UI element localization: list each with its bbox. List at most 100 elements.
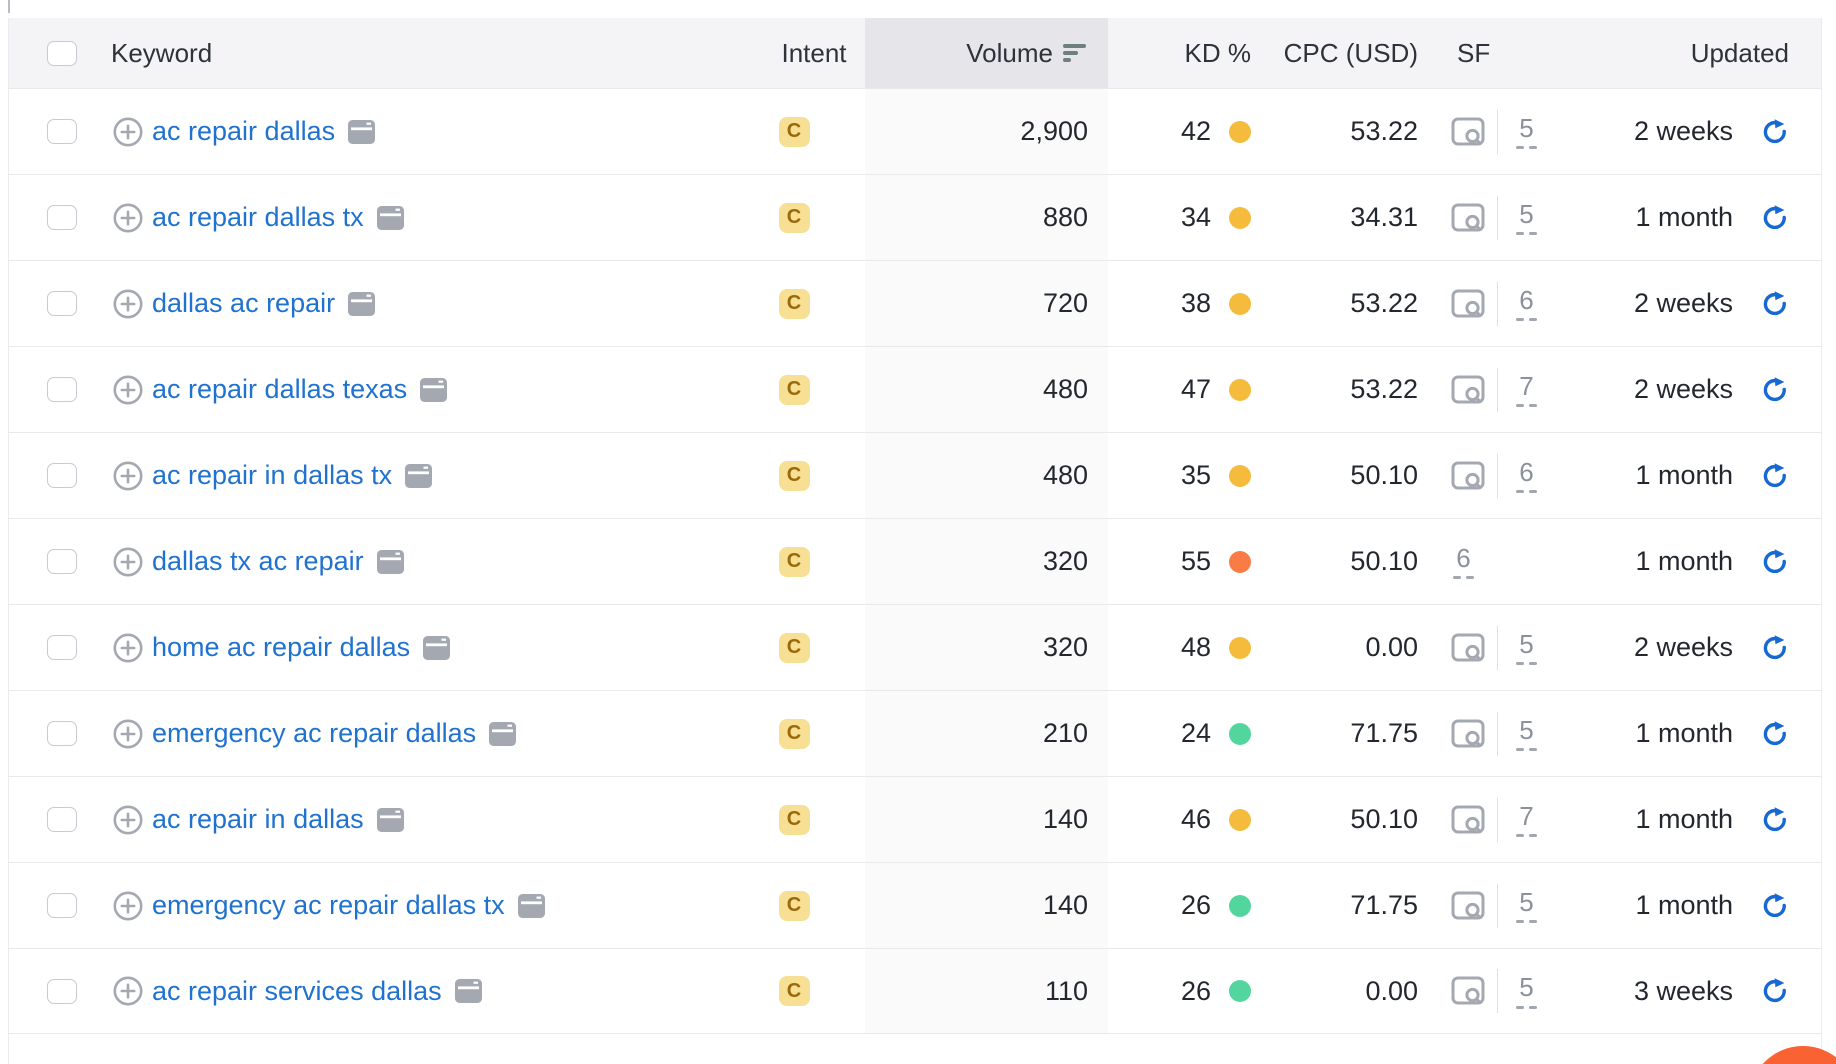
plus-circle-icon[interactable] xyxy=(112,460,144,492)
sf-count[interactable]: 5 xyxy=(1516,716,1537,752)
serp-preview-icon[interactable] xyxy=(454,978,483,1004)
sf-cell: 5 xyxy=(1434,89,1569,174)
refresh-icon[interactable] xyxy=(1761,376,1789,404)
row-checkbox[interactable] xyxy=(47,721,77,746)
serp-features-icon[interactable] xyxy=(1451,117,1485,147)
serp-preview-icon[interactable] xyxy=(376,807,405,833)
refresh-icon[interactable] xyxy=(1761,977,1789,1005)
plus-circle-icon[interactable] xyxy=(112,804,144,836)
intent-badge[interactable]: C xyxy=(778,976,810,1006)
keyword-link[interactable]: emergency ac repair dallas tx xyxy=(152,890,505,920)
refresh-icon[interactable] xyxy=(1761,634,1789,662)
serp-preview-icon[interactable] xyxy=(347,291,376,317)
volume-value: 320 xyxy=(1042,632,1088,662)
intent-badge[interactable]: C xyxy=(778,116,810,147)
refresh-icon[interactable] xyxy=(1761,204,1789,232)
plus-circle-icon[interactable] xyxy=(112,546,144,578)
column-header-cpc[interactable]: CPC (USD) xyxy=(1269,18,1434,88)
serp-preview-icon[interactable] xyxy=(422,635,451,661)
sf-count[interactable]: 5 xyxy=(1516,630,1537,666)
row-checkbox[interactable] xyxy=(47,635,77,660)
row-checkbox[interactable] xyxy=(47,119,77,144)
serp-preview-icon[interactable] xyxy=(488,721,517,747)
column-header-sf[interactable]: SF xyxy=(1434,18,1569,88)
serp-features-icon[interactable] xyxy=(1451,633,1485,663)
serp-features-icon[interactable] xyxy=(1451,976,1485,1006)
sf-count[interactable]: 5 xyxy=(1516,200,1537,236)
column-header-intent[interactable]: Intent xyxy=(741,18,865,88)
column-header-updated[interactable]: Updated xyxy=(1569,18,1821,88)
plus-circle-icon[interactable] xyxy=(112,718,144,750)
serp-features-icon[interactable] xyxy=(1451,289,1485,319)
plus-circle-icon[interactable] xyxy=(112,890,144,922)
row-checkbox[interactable] xyxy=(47,291,77,316)
plus-circle-icon[interactable] xyxy=(112,374,144,406)
refresh-icon[interactable] xyxy=(1761,462,1789,490)
refresh-icon[interactable] xyxy=(1761,290,1789,318)
keyword-link[interactable]: ac repair dallas tx xyxy=(152,202,364,232)
intent-badge[interactable]: C xyxy=(778,374,810,405)
sf-count[interactable]: 6 xyxy=(1516,286,1537,322)
serp-features-icon[interactable] xyxy=(1451,461,1485,491)
intent-badge[interactable]: C xyxy=(778,804,810,835)
row-checkbox-cell xyxy=(9,949,101,1033)
serp-preview-icon[interactable] xyxy=(376,205,405,231)
serp-features-icon[interactable] xyxy=(1451,375,1485,405)
sf-count[interactable]: 5 xyxy=(1516,973,1537,1009)
sf-count[interactable]: 5 xyxy=(1516,114,1537,150)
serp-features-icon[interactable] xyxy=(1451,805,1485,835)
refresh-icon[interactable] xyxy=(1761,118,1789,146)
intent-badge[interactable]: C xyxy=(778,890,810,921)
plus-circle-icon[interactable] xyxy=(112,202,144,234)
serp-features-icon[interactable] xyxy=(1451,719,1485,749)
select-all-checkbox[interactable] xyxy=(47,40,77,66)
sf-count[interactable]: 5 xyxy=(1516,888,1537,924)
column-header-kd[interactable]: KD % xyxy=(1108,18,1269,88)
intent-badge[interactable]: C xyxy=(778,460,810,491)
sf-cell: 7 xyxy=(1434,347,1569,432)
row-checkbox[interactable] xyxy=(47,549,77,574)
column-header-volume[interactable]: Volume xyxy=(865,18,1108,88)
refresh-icon[interactable] xyxy=(1761,720,1789,748)
serp-features-icon[interactable] xyxy=(1451,891,1485,921)
serp-preview-icon[interactable] xyxy=(404,463,433,489)
keyword-link[interactable]: home ac repair dallas xyxy=(152,632,411,662)
intent-badge[interactable]: C xyxy=(778,718,810,749)
sf-count[interactable]: 7 xyxy=(1516,372,1537,408)
sf-count[interactable]: 6 xyxy=(1453,544,1474,580)
keyword-link[interactable]: dallas tx ac repair xyxy=(152,546,364,576)
row-checkbox[interactable] xyxy=(47,463,77,488)
row-checkbox[interactable] xyxy=(47,978,77,1004)
intent-badge[interactable]: C xyxy=(778,202,810,233)
row-checkbox[interactable] xyxy=(47,893,77,918)
serp-preview-icon[interactable] xyxy=(517,893,546,919)
refresh-icon[interactable] xyxy=(1761,806,1789,834)
plus-circle-icon[interactable] xyxy=(112,975,144,1007)
keyword-cell: home ac repair dallas xyxy=(101,605,741,690)
keyword-link[interactable]: ac repair in dallas tx xyxy=(152,460,393,490)
serp-features-icon[interactable] xyxy=(1451,203,1485,233)
intent-badge[interactable]: C xyxy=(778,546,810,577)
keyword-link[interactable]: ac repair services dallas xyxy=(152,975,442,1006)
keyword-link[interactable]: dallas ac repair xyxy=(152,288,336,318)
keyword-link[interactable]: ac repair dallas texas xyxy=(152,374,408,404)
sf-count[interactable]: 7 xyxy=(1516,802,1537,838)
refresh-icon[interactable] xyxy=(1761,892,1789,920)
plus-circle-icon[interactable] xyxy=(112,116,144,148)
keyword-link[interactable]: ac repair in dallas xyxy=(152,804,364,834)
row-checkbox[interactable] xyxy=(47,205,77,230)
row-checkbox[interactable] xyxy=(47,377,77,402)
sf-count[interactable]: 6 xyxy=(1516,458,1537,494)
intent-badge[interactable]: C xyxy=(778,288,810,319)
intent-badge[interactable]: C xyxy=(778,632,810,663)
plus-circle-icon[interactable] xyxy=(112,632,144,664)
keyword-link[interactable]: emergency ac repair dallas xyxy=(152,718,477,748)
refresh-icon[interactable] xyxy=(1761,548,1789,576)
row-checkbox[interactable] xyxy=(47,807,77,832)
serp-preview-icon[interactable] xyxy=(347,119,376,145)
column-header-keyword[interactable]: Keyword xyxy=(101,18,741,88)
serp-preview-icon[interactable] xyxy=(419,377,448,403)
plus-circle-icon[interactable] xyxy=(112,288,144,320)
keyword-link[interactable]: ac repair dallas xyxy=(152,116,336,146)
serp-preview-icon[interactable] xyxy=(376,549,405,575)
